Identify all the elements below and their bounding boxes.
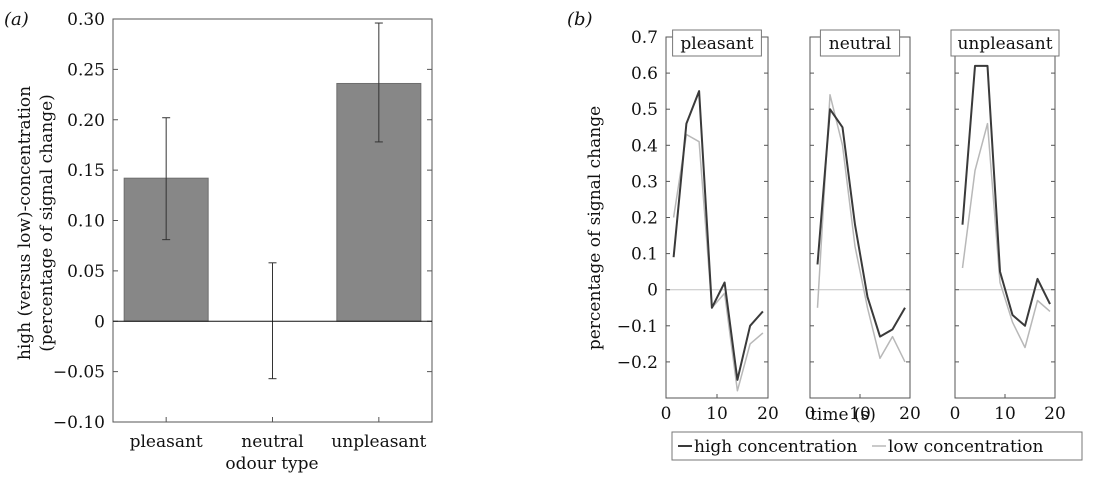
series-line-low: [672, 133, 764, 392]
subplot-frame: [954, 36, 1056, 399]
y-axis-label-line2: (percentage of signal change): [37, 94, 57, 352]
subplot-title-box: [950, 29, 1060, 57]
y-tick-label: 0.6: [631, 64, 658, 84]
y-tick-labels: −0.2 −0.1 0 0.1 0.2 0.3 0.4 0.5 0.6 0.7: [617, 28, 658, 373]
x-tick-labels: pleasant neutral unpleasant: [130, 432, 427, 452]
panel-b-letter: (b): [567, 9, 593, 30]
series-line-high: [816, 108, 906, 338]
y-tick-label: −0.1: [617, 317, 658, 337]
x-tick-label: 0: [805, 404, 816, 424]
series-line-low: [816, 94, 906, 363]
y-tick-label: 0.15: [67, 161, 105, 181]
x-tick-label: unpleasant: [331, 432, 426, 452]
y-tick-label: 0: [647, 281, 658, 301]
x-tick-label: 10: [994, 404, 1016, 424]
y-axis-label-line1: high (versus low)-concentration: [15, 86, 35, 360]
y-tick-label: 0.4: [631, 136, 658, 156]
series-line-high: [672, 90, 764, 381]
x-tick-label: 10: [849, 404, 871, 424]
y-tick-label: −0.2: [617, 353, 658, 373]
subplot-title: neutral: [829, 34, 892, 54]
x-tick-label: pleasant: [130, 432, 203, 452]
subplot-frame: [665, 36, 769, 399]
x-tick-label: 20: [899, 404, 921, 424]
subplot-group: 0 10 20 pleasant 0 10 20 neutral 0 10 20 unpleasant: [661, 29, 1066, 424]
series-line-low: [961, 122, 1051, 349]
y-axis-label: high (versus low)-concentration (percent…: [15, 86, 57, 360]
subplot-frame: [809, 36, 911, 399]
y-tick-label: 0.25: [67, 60, 105, 80]
x-tick-label: 10: [706, 404, 728, 424]
legend-label: high concentration: [694, 437, 857, 457]
y-tick-labels: −0.10 −0.05 0 0.05 0.10 0.15 0.20 0.25 0.30: [53, 10, 105, 433]
x-tick-label: 20: [1044, 404, 1066, 424]
x-tick-label: 0: [950, 404, 961, 424]
bar-chart-panel: (a) high (versus low)-concentration (per…: [4, 9, 433, 474]
panel-a-letter: (a): [4, 9, 29, 30]
subplot-pleasant: 0 10 20 pleasant: [661, 29, 779, 424]
y-tick-label: 0.05: [67, 262, 105, 282]
x-tick-label: 20: [757, 404, 779, 424]
series-line-high: [961, 64, 1051, 327]
legend-label: low concentration: [888, 437, 1043, 457]
x-axis-label: time (s): [810, 405, 876, 425]
y-tick-label: −0.10: [53, 413, 105, 433]
y-tick-label: 0.5: [631, 100, 658, 120]
subplot-title-box: [819, 29, 901, 57]
y-tick-label: 0.30: [67, 10, 105, 30]
subplot-unpleasant: 0 10 20 unpleasant: [950, 29, 1066, 424]
subplot-title: pleasant: [680, 34, 753, 54]
x-axis-label: odour type: [225, 454, 318, 474]
y-tick-label: −0.05: [53, 363, 105, 383]
y-tick-label: 0: [94, 312, 105, 332]
subplot-title: unpleasant: [957, 34, 1052, 54]
y-tick-label: 0.10: [67, 212, 105, 232]
plot-area: [112, 18, 433, 423]
y-tick-label: 0.3: [631, 172, 658, 192]
x-tick-label: 0: [661, 404, 672, 424]
subplot-title-box: [672, 29, 762, 57]
subplot-neutral: 0 10 20 neutral: [805, 29, 921, 424]
y-tick-label: 0.20: [67, 111, 105, 131]
y-tick-label: 0.2: [631, 209, 658, 229]
line-chart-panel: (b) percentage of signal change −0.2 −0.1…: [567, 9, 1083, 461]
x-tick-label: neutral: [241, 432, 304, 452]
legend: high concentration low concentration: [671, 431, 1083, 461]
y-tick-label: 0.1: [631, 245, 658, 265]
y-axis-label: percentage of signal change: [585, 106, 605, 350]
y-tick-label: 0.7: [631, 28, 658, 48]
